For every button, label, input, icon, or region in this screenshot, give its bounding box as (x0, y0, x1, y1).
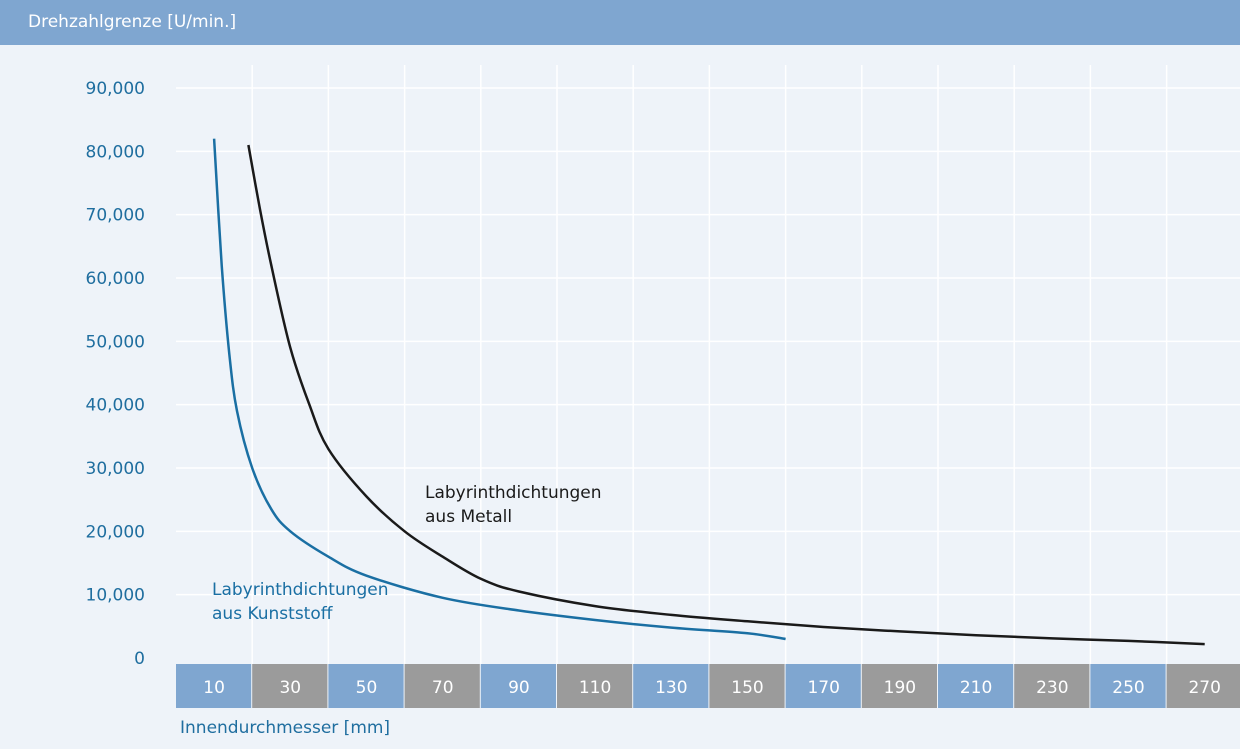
y-tick-labels: 0 10,000 20,000 30,000 40,000 50,000 60,000 70,… (86, 79, 145, 669)
x-tick-cell (785, 664, 861, 708)
series-line-1 (247, 144, 1205, 646)
x-tick-cell (633, 664, 709, 708)
chart-header: Drehzahlgrenze [U/min.] (0, 0, 1240, 45)
x-tick-label: 10 (203, 678, 225, 698)
y-tick-label: 50,000 (86, 332, 145, 352)
annotations: Labyrinthdichtungen aus Kunststoff Labyrin… (212, 483, 602, 624)
y-tick-label: 40,000 (86, 396, 145, 416)
x-axis-label: Innendurchmesser [mm] (180, 718, 391, 738)
x-tick-cell (1014, 664, 1090, 708)
y-tick-label: 10,000 (86, 586, 145, 606)
x-tick-label: 210 (960, 678, 992, 698)
y-tick-label: 0 (134, 649, 145, 669)
x-tick-label: 230 (1036, 678, 1068, 698)
series-annotation: aus Kunststoff (212, 604, 334, 624)
chart-title: Drehzahlgrenze [U/min.] (28, 12, 237, 32)
x-tick-cell (1166, 664, 1240, 708)
y-tick-label: 20,000 (86, 522, 145, 542)
x-tick-label: 70 (432, 678, 454, 698)
series-line-0 (212, 138, 786, 641)
y-tick-label: 70,000 (86, 206, 145, 226)
x-tick-label: 170 (807, 678, 839, 698)
x-tick-label: 150 (731, 678, 763, 698)
x-tick-cell (328, 664, 404, 708)
x-tick-label: 50 (356, 678, 378, 698)
y-tick-label: 90,000 (86, 79, 145, 99)
x-tick-cell (709, 664, 785, 708)
series-annotation: Labyrinthdichtungen (425, 483, 602, 503)
x-tick-cell (252, 664, 328, 708)
x-tick-label: 270 (1188, 678, 1220, 698)
x-tick-cell (861, 664, 937, 708)
x-tick-label: 250 (1112, 678, 1144, 698)
x-tick-cell (480, 664, 556, 708)
x-tick-cell (1090, 664, 1166, 708)
x-tick-label: 110 (579, 678, 611, 698)
y-tick-label: 80,000 (86, 142, 145, 162)
series-annotation: Labyrinthdichtungen (212, 580, 389, 600)
grid (176, 65, 1240, 664)
x-tick-cell (176, 664, 252, 708)
y-tick-label: 30,000 (86, 459, 145, 479)
x-tick-cell (938, 664, 1014, 708)
x-tick-label: 30 (279, 678, 301, 698)
series-lines (212, 138, 1205, 646)
y-tick-label: 60,000 (86, 269, 145, 289)
series-annotation: aus Metall (425, 507, 512, 527)
x-tick-cell (404, 664, 480, 708)
x-tick-label: 130 (655, 678, 687, 698)
x-tick-label: 90 (508, 678, 530, 698)
x-tick-labels: 10 30 50 70 90 110 130 150 170 190 210 230 250 270 (176, 664, 1240, 708)
x-tick-label: 190 (884, 678, 916, 698)
x-tick-cell (557, 664, 633, 708)
